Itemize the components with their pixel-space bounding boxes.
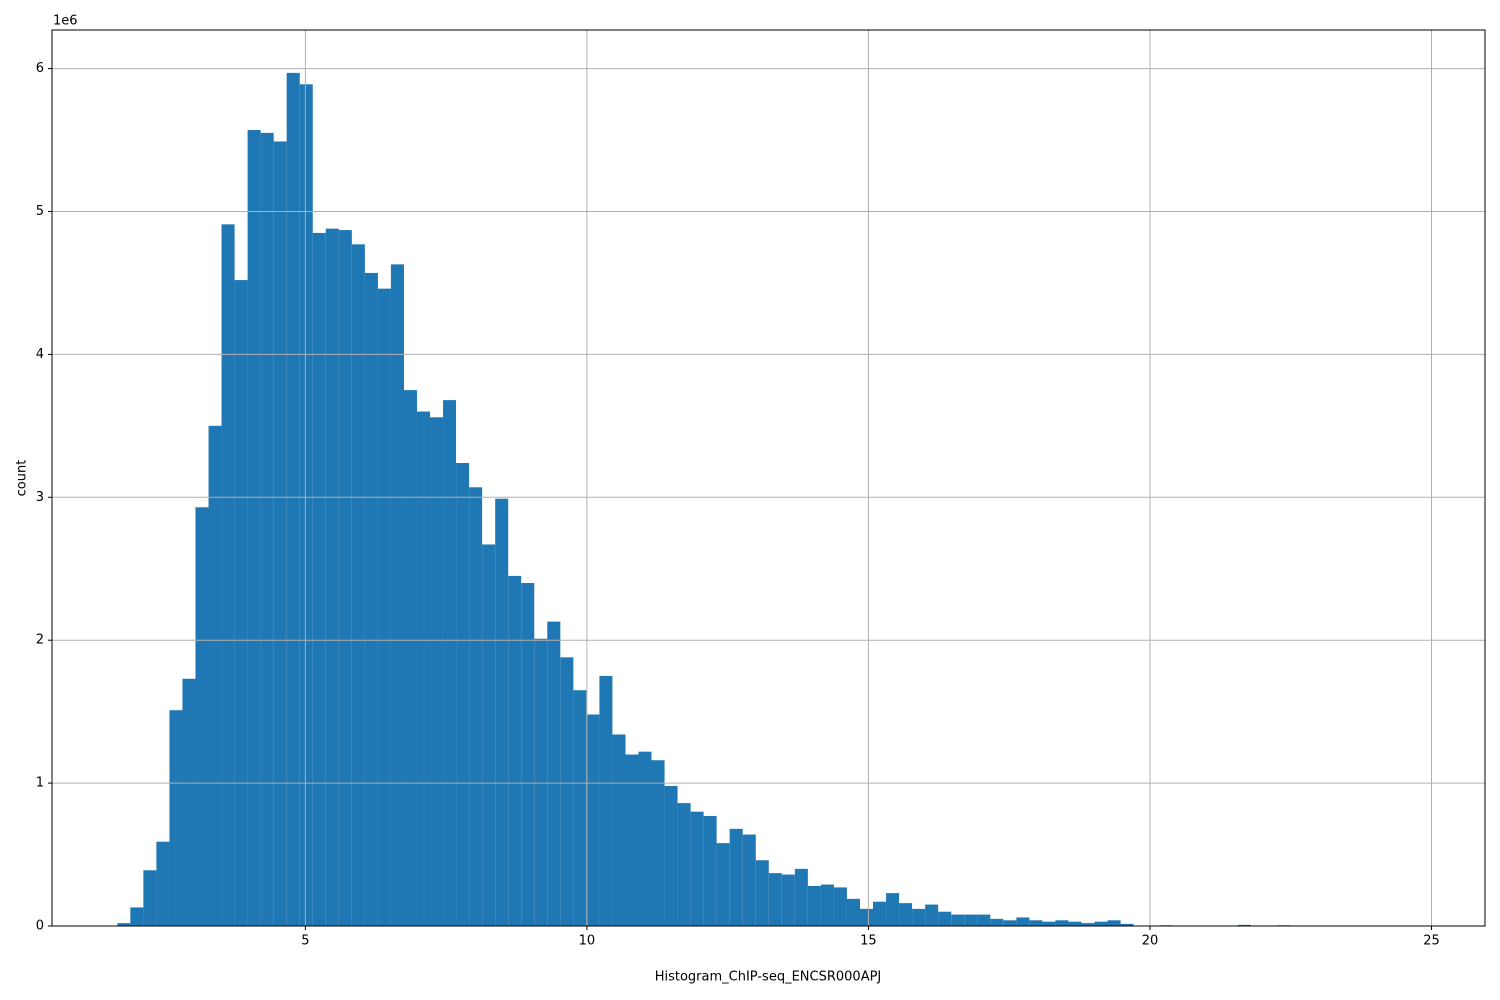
bar <box>768 873 782 926</box>
y-tick-label: 0 <box>36 919 44 934</box>
bar <box>990 918 1004 926</box>
bar <box>1094 921 1108 926</box>
y-tick-label: 3 <box>36 490 44 505</box>
bar <box>1237 924 1251 926</box>
bar <box>938 911 952 926</box>
bar <box>677 803 691 926</box>
bar <box>508 575 522 926</box>
bar <box>651 760 665 926</box>
x-tick-label: 5 <box>301 934 309 949</box>
bar <box>1068 921 1082 926</box>
bar <box>612 734 626 926</box>
bar <box>1003 920 1017 926</box>
bar <box>299 84 313 926</box>
bar <box>495 498 509 926</box>
bar <box>638 751 652 926</box>
bar <box>130 907 144 926</box>
bar <box>221 224 235 927</box>
bar <box>482 544 496 926</box>
bar <box>703 815 717 926</box>
bar <box>377 288 391 926</box>
bar <box>859 908 874 926</box>
bar <box>195 507 209 926</box>
bar <box>755 860 769 926</box>
bar <box>286 72 300 927</box>
bar <box>833 887 847 926</box>
bar <box>547 621 561 926</box>
bar <box>846 898 860 926</box>
bar <box>912 908 926 926</box>
bar <box>325 228 339 926</box>
bar <box>977 914 991 926</box>
bar <box>873 901 887 926</box>
bar <box>560 657 574 926</box>
bar <box>443 400 457 926</box>
bar <box>338 230 352 927</box>
bar <box>1055 920 1069 926</box>
bar <box>1042 921 1056 926</box>
bar <box>260 132 274 926</box>
bar <box>794 868 808 926</box>
bar <box>156 841 170 926</box>
bar <box>1107 920 1121 926</box>
bar <box>599 675 613 926</box>
bar <box>416 411 431 926</box>
bar <box>729 828 743 926</box>
bar <box>390 264 404 926</box>
bar <box>690 811 704 926</box>
x-tick-label: 15 <box>860 934 877 949</box>
bar <box>586 714 600 926</box>
bar <box>1029 920 1043 926</box>
x-tick-label: 20 <box>1142 934 1159 949</box>
bar <box>208 425 222 926</box>
y-tick-label: 4 <box>36 347 44 362</box>
bar <box>1016 917 1030 926</box>
bar <box>716 843 730 926</box>
bar <box>430 417 444 926</box>
bar <box>886 893 900 926</box>
bar <box>351 244 365 926</box>
bar <box>820 884 834 926</box>
bar <box>521 583 535 926</box>
y-tick-label: 6 <box>36 61 44 76</box>
bar <box>234 280 248 927</box>
bar <box>534 638 548 926</box>
x-axis-label: Histogram_ChIP-seq_ENCSR000APJ <box>655 970 882 985</box>
bar <box>403 390 417 926</box>
bar <box>364 272 378 927</box>
bar <box>273 141 287 926</box>
bar <box>664 785 678 926</box>
bar <box>247 130 261 927</box>
x-tick-label: 25 <box>1423 934 1440 949</box>
bar <box>573 690 587 926</box>
bar <box>625 754 639 926</box>
bar <box>469 487 483 926</box>
bar <box>182 678 196 926</box>
bar <box>807 885 821 926</box>
bar <box>143 870 157 926</box>
y-tick-label: 5 <box>36 204 44 219</box>
bar <box>742 834 756 926</box>
bar <box>899 903 913 926</box>
plot-frame <box>51 29 1486 927</box>
y-tick-label: 2 <box>36 633 44 648</box>
y-offset-text: 1e6 <box>53 14 78 29</box>
bar <box>964 914 978 926</box>
bar <box>925 904 939 926</box>
bar <box>781 874 795 926</box>
y-axis-label: count <box>15 460 30 497</box>
y-tick-label: 1 <box>36 776 44 791</box>
bar <box>312 232 326 926</box>
bar <box>1120 923 1134 926</box>
bar <box>117 923 131 926</box>
bar <box>1081 923 1095 926</box>
bar <box>951 914 965 926</box>
bar <box>456 462 470 926</box>
bar <box>169 710 183 926</box>
x-tick-label: 10 <box>579 934 596 949</box>
